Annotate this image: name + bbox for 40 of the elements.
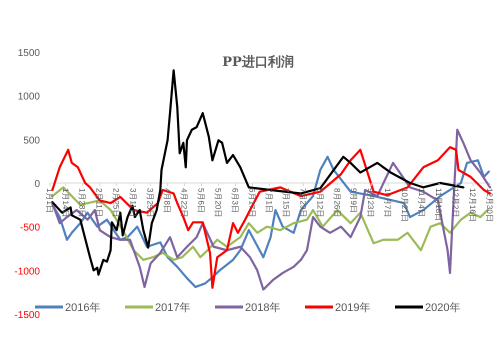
x-tick-label: 5月20日 <box>213 188 222 218</box>
x-tick-label: 1月14日 <box>60 188 70 218</box>
y-tick-label: 1000 <box>18 92 40 103</box>
x-tick-label: 8月26日 <box>332 188 342 218</box>
x-tick-label: 1月1日 <box>45 188 54 213</box>
y-tick-label: -500 <box>20 222 40 234</box>
x-tick-label: 3月11日 <box>128 188 138 217</box>
x-tick-label: 4月8日 <box>162 188 172 213</box>
x-tick-label: 11月4日 <box>417 188 426 217</box>
x-tick-label: 10月7日 <box>383 188 392 218</box>
x-tick-label: 9月23日 <box>366 188 376 218</box>
x-tick-label: 4月22日 <box>180 188 189 218</box>
x-tick-label: 10月21日 <box>400 188 410 222</box>
y-tick-label: 500 <box>23 135 40 146</box>
y-tick-label: -1500 <box>14 310 40 321</box>
x-tick-label: 3月25日 <box>146 188 155 218</box>
x-tick-label: 8月12日 <box>315 188 324 218</box>
x-tick-label: 12月30日 <box>485 188 494 222</box>
x-tick-label: 12月2日 <box>451 188 460 218</box>
x-tick-label: 11月18日 <box>434 188 444 222</box>
legend-label: 2017年 <box>155 302 190 314</box>
legend-label: 2016年 <box>65 302 100 314</box>
x-tick-label: 7月29日 <box>298 188 308 218</box>
x-tick-label: 7月1日 <box>264 188 274 213</box>
x-tick-label: 2月25日 <box>112 188 121 218</box>
y-tick-label: 1500 <box>18 48 40 59</box>
title: PP进口利润 <box>222 55 294 70</box>
x-tick-label: 1月28日 <box>78 188 87 218</box>
x-tick-label: 12月16日 <box>468 188 478 222</box>
x-tick-label: 6月3日 <box>230 188 240 213</box>
y-tick-label: 0 <box>34 179 40 190</box>
x-tick-label: 7月15日 <box>281 188 290 218</box>
legend-label: 2018年 <box>245 302 280 314</box>
y-tick-label: -1000 <box>14 266 40 278</box>
x-tick-label: 9月9日 <box>349 188 358 213</box>
x-tick-label: 6月17日 <box>247 188 256 218</box>
legend-label: 2019年 <box>335 302 370 314</box>
x-tick-label: 5月6日 <box>196 188 206 213</box>
x-tick-label: 2月11日 <box>94 188 104 217</box>
legend-label: 2020年 <box>425 302 460 314</box>
